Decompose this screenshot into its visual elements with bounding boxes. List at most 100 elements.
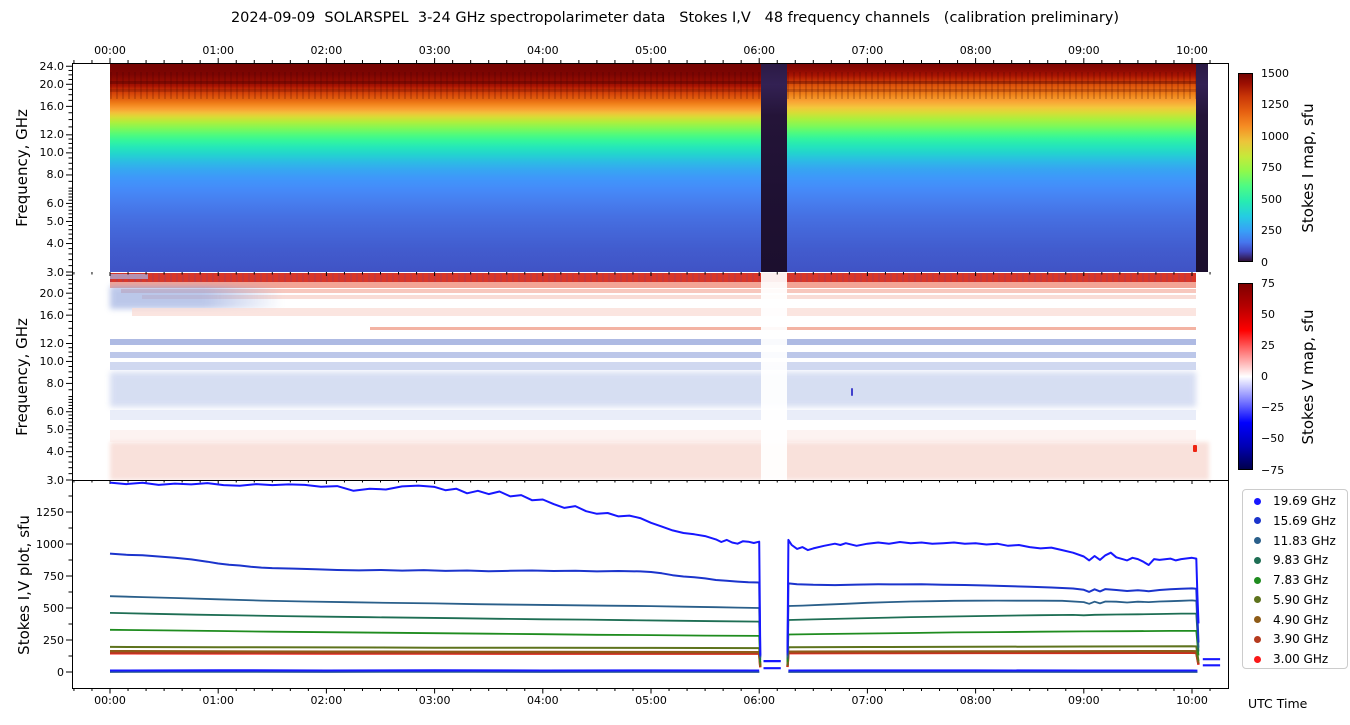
stokes-v-spot xyxy=(851,388,854,397)
time-label-top: 08:00 xyxy=(959,44,992,57)
time-label-top: 07:00 xyxy=(851,44,884,57)
p2-freq-label: 16.0 xyxy=(39,308,65,322)
series-15.69-ghz-i xyxy=(109,552,762,657)
p1-freq-label: 20.0 xyxy=(39,77,65,91)
series-19.69-ghz-i xyxy=(786,538,1200,653)
stokes-i-segment xyxy=(110,64,762,272)
cb1-tick-label: 750 xyxy=(1261,161,1282,174)
cb1-tick-label: 1250 xyxy=(1261,98,1289,111)
legend-marker-7.83 xyxy=(1254,576,1261,584)
stokes-i-data-gap xyxy=(761,64,788,272)
stokes-iv-series xyxy=(109,481,1221,673)
p2-freq-label: 12.0 xyxy=(39,336,65,350)
time-label-bottom: 02:00 xyxy=(310,694,343,707)
cb1-tick-label: 1500 xyxy=(1261,66,1289,80)
stokes-v-band xyxy=(120,289,1197,294)
legend-marker-19.69 xyxy=(1254,497,1261,505)
p1-freq-label: 3.0 xyxy=(46,265,65,279)
stokes-v-band xyxy=(110,274,148,280)
p3-sfu-label: 0 xyxy=(57,665,64,679)
series-3.00-ghz-i xyxy=(109,652,762,668)
cb2-tick-label: 25 xyxy=(1261,338,1275,352)
time-label-top: 00:00 xyxy=(94,44,126,57)
stokes-v-band xyxy=(110,339,1197,346)
cb2-tick-label: 75 xyxy=(1261,276,1275,290)
heatmap-texture xyxy=(110,72,762,100)
heatmap-texture xyxy=(110,81,762,85)
stokes-v-map-panel xyxy=(72,272,1229,481)
stokes-v-band xyxy=(110,371,1197,407)
stokes-v-band xyxy=(131,308,1197,317)
time-label-bottom: 01:00 xyxy=(202,694,235,707)
time-label-top: 06:00 xyxy=(743,44,776,57)
p1-freq-label: 5.0 xyxy=(46,214,65,228)
stokes-v-spot xyxy=(1193,444,1198,452)
time-label-bottom: 03:00 xyxy=(418,694,451,707)
stokes-i-data-gap xyxy=(1196,64,1208,272)
legend-marker-4.90 xyxy=(1254,616,1261,624)
cb1-tick-label: 0 xyxy=(1261,255,1268,269)
legend-label: 15.69 GHz xyxy=(1273,513,1336,528)
stokes-i-map-panel xyxy=(72,63,1229,273)
legend-label: 9.83 GHz xyxy=(1273,553,1329,568)
figure-title: 2024-09-09 SOLARSPEL 3-24 GHz spectropol… xyxy=(230,10,1120,26)
stokes-v-band xyxy=(110,429,1197,443)
p1-freq-label: 6.0 xyxy=(46,196,65,210)
p1-freq-label: 4.0 xyxy=(46,237,65,251)
time-label-bottom: 05:00 xyxy=(635,694,667,707)
time-label-bottom: 06:00 xyxy=(743,694,776,707)
stokes-v-band xyxy=(110,362,1197,370)
legend-label: 7.83 GHz xyxy=(1273,573,1329,588)
time-label-bottom: 00:00 xyxy=(94,694,126,707)
cb2-tick-label: −25 xyxy=(1261,401,1285,415)
legend-label: 19.69 GHz xyxy=(1273,494,1336,508)
time-label-top: 09:00 xyxy=(1067,44,1100,57)
legend-marker-3.00 xyxy=(1254,655,1261,663)
series-11.83-ghz-i xyxy=(109,595,762,658)
series-3.00-ghz-i xyxy=(786,651,1200,668)
p2-freq-label: 4.0 xyxy=(46,445,65,459)
p2-freq-label: 20.0 xyxy=(39,286,65,300)
p2-freq-label: 3.0 xyxy=(46,473,65,487)
legend-label: 3.00 GHz xyxy=(1273,652,1329,667)
series-7.83-ghz-i xyxy=(109,628,762,663)
series-19.69-ghz-i xyxy=(109,481,762,656)
series-3.90-ghz-i xyxy=(109,651,762,667)
p1-freq-label: 8.0 xyxy=(46,168,65,182)
cb1-tick-label: 500 xyxy=(1261,192,1282,206)
time-label-top: 02:00 xyxy=(310,44,343,57)
series-7.83-ghz-i xyxy=(786,630,1200,662)
series-3.90-ghz-i xyxy=(786,651,1200,667)
stokes-i-colorbar xyxy=(1238,73,1253,262)
time-label-top: 04:00 xyxy=(526,44,559,57)
legend-marker-5.90 xyxy=(1254,596,1261,604)
stokes-v-band xyxy=(110,352,1197,358)
stokes-v-colorbar xyxy=(1238,283,1253,470)
legend-marker-11.83 xyxy=(1254,537,1261,545)
heatmap-texture xyxy=(787,81,1197,85)
time-label-bottom: 09:00 xyxy=(1067,694,1100,707)
stokes-v-band xyxy=(110,410,1197,421)
series-9.83-ghz-i xyxy=(786,612,1200,660)
p1-freq-label: 24.0 xyxy=(39,59,65,73)
legend-label: 4.90 GHz xyxy=(1273,612,1329,627)
stokes-v-speckle xyxy=(110,273,1197,283)
legend-marker-3.90 xyxy=(1254,635,1261,643)
p3-sfu-label: 500 xyxy=(43,601,64,615)
series-5.90-ghz-i xyxy=(109,645,762,666)
stokes-v-data-gap xyxy=(761,272,788,480)
stokes-v-band xyxy=(110,285,284,310)
p1-freq-label: 16.0 xyxy=(39,99,65,113)
time-label-top: 05:00 xyxy=(635,44,667,57)
time-label-top: 01:00 xyxy=(202,44,235,57)
cb1-tick-label: 250 xyxy=(1261,224,1282,237)
cb2-tick-label: 50 xyxy=(1261,307,1275,321)
legend-marker-15.69 xyxy=(1254,517,1261,525)
series-4.90-ghz-i xyxy=(786,650,1200,667)
p3-sfu-label: 1000 xyxy=(36,537,64,551)
p3-sfu-label: 750 xyxy=(43,569,64,583)
time-label-top: 03:00 xyxy=(418,44,451,57)
series-15.69-ghz-i xyxy=(786,582,1200,656)
